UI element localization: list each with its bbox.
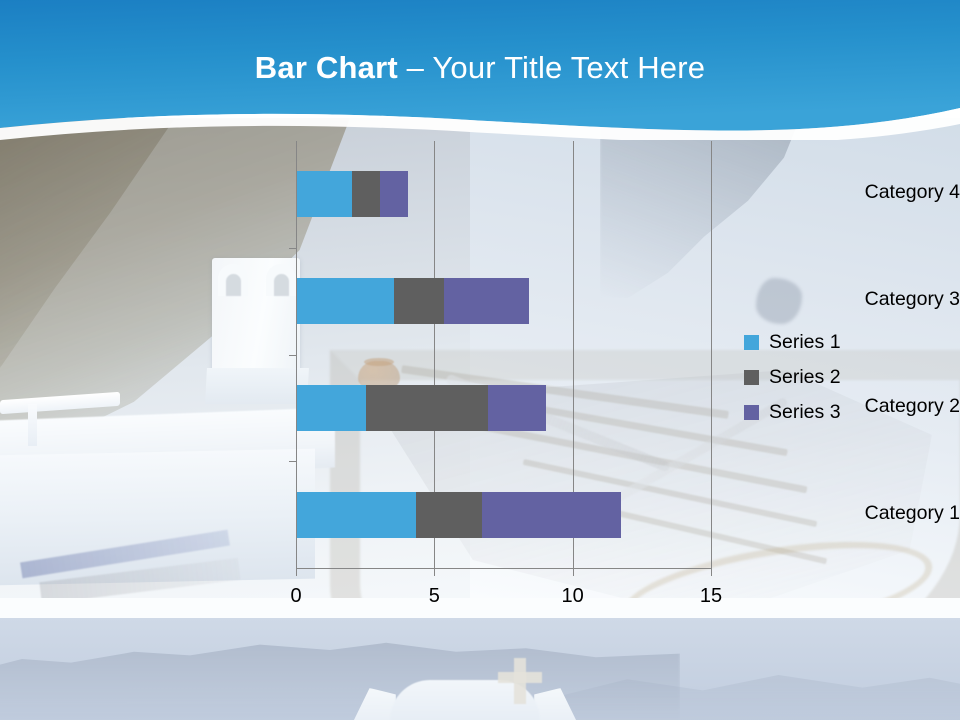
- legend-label: Series 2: [769, 366, 841, 388]
- gridline: [434, 141, 436, 569]
- y-axis-line: [296, 141, 297, 569]
- header-wave-shape: [0, 0, 960, 140]
- bar-segment[interactable]: [297, 491, 416, 538]
- x-axis-tick-label: 5: [428, 585, 440, 607]
- page-title: Bar Chart – Your Title Text Here: [0, 50, 960, 86]
- bar-segment[interactable]: [482, 491, 621, 538]
- bar-segment[interactable]: [393, 278, 444, 325]
- category-label: Category 2: [864, 394, 960, 417]
- x-axis-tick-label: 10: [561, 585, 584, 607]
- x-axis-tick: [711, 569, 712, 576]
- x-axis-tick-label: 0: [290, 585, 302, 607]
- legend-item[interactable]: Series 1: [744, 325, 924, 360]
- bar-segment[interactable]: [297, 171, 353, 218]
- x-axis-tick-label: 15: [699, 585, 723, 607]
- bar-segment[interactable]: [487, 384, 546, 431]
- category-label: Category 4: [864, 181, 960, 204]
- gridline: [711, 141, 712, 569]
- y-axis-tick: [289, 354, 296, 356]
- legend-item[interactable]: Series 3: [744, 395, 924, 430]
- bar-segment[interactable]: [352, 171, 380, 218]
- legend-item[interactable]: Series 2: [744, 360, 924, 395]
- category-label: Category 3: [864, 288, 960, 311]
- band-separator: [0, 598, 960, 620]
- chart-legend: Series 1 Series 2 Series 3: [744, 325, 924, 430]
- x-axis-line: [296, 568, 712, 569]
- x-axis-tick: [434, 569, 436, 576]
- x-axis-tick: [572, 569, 574, 576]
- bar-segment[interactable]: [443, 278, 530, 325]
- bar-segment[interactable]: [366, 384, 488, 431]
- bar-segment[interactable]: [297, 278, 394, 325]
- y-axis-tick: [289, 461, 296, 463]
- x-axis-tick: [296, 569, 297, 576]
- slide-header: Bar Chart – Your Title Text Here: [0, 0, 960, 140]
- legend-swatch: [744, 335, 759, 350]
- y-axis-tick: [289, 247, 296, 249]
- bar-segment[interactable]: [297, 384, 367, 431]
- page-title-separator: –: [397, 50, 433, 85]
- legend-label: Series 1: [769, 331, 841, 353]
- legend-swatch: [744, 370, 759, 385]
- page-title-light: Your Title Text Here: [432, 50, 706, 85]
- category-label: Category 1: [864, 501, 960, 524]
- bar-segment[interactable]: [415, 491, 483, 538]
- bar-segment[interactable]: [380, 171, 408, 218]
- legend-swatch: [744, 405, 759, 420]
- page-title-strong: Bar Chart: [254, 50, 398, 85]
- gridline: [572, 141, 574, 569]
- legend-label: Series 3: [769, 401, 841, 423]
